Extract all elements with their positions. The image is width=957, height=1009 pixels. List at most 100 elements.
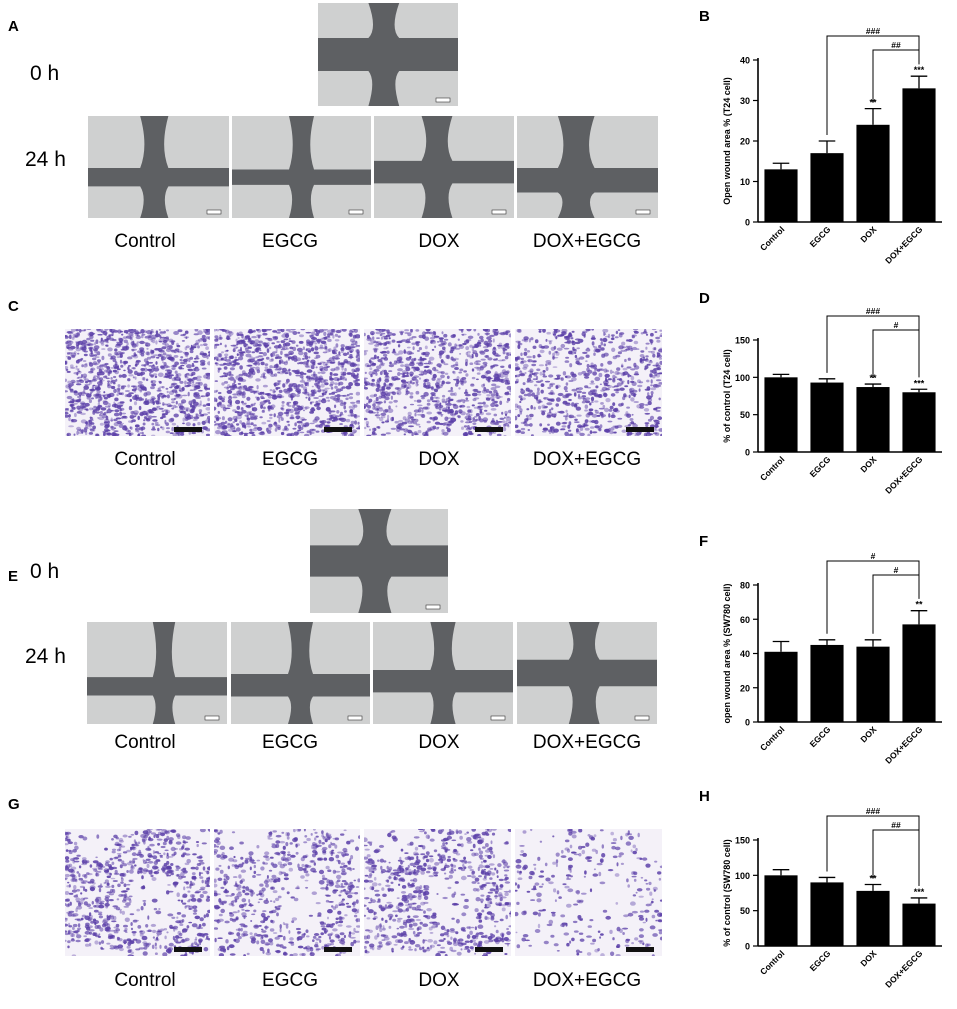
wound-image-doxegcg-a — [517, 116, 658, 218]
bar-dox-egcg — [902, 624, 935, 722]
bar-control — [764, 377, 797, 452]
condition-label-dox-g: DOX — [364, 970, 514, 992]
bar-dox — [856, 387, 889, 452]
condition-label-dox-a: DOX — [364, 231, 514, 253]
transwell-image-doxegcg-c — [515, 329, 662, 436]
significance-bracket — [873, 830, 919, 886]
bracket-label: ## — [891, 820, 901, 830]
y-tick-label: 10 — [740, 177, 750, 187]
time-label-0h-a: 0 h — [30, 62, 59, 86]
condition-label-doxegcg-e: DOX+EGCG — [512, 732, 662, 754]
panel-letter-e: E — [8, 568, 18, 585]
x-tick-label: EGCG — [808, 948, 833, 973]
condition-label-doxegcg-g: DOX+EGCG — [512, 970, 662, 992]
wound-image-control-e — [87, 622, 227, 724]
bracket-label: ### — [866, 806, 880, 816]
y-axis-label: % of control (T24 cell) — [722, 349, 732, 443]
bar-dox — [856, 125, 889, 222]
bracket-label: # — [871, 551, 876, 561]
x-tick-label: DOX — [858, 224, 878, 244]
time-label-0h-e: 0 h — [30, 560, 59, 584]
x-tick-label: DOX+EGCG — [883, 948, 925, 990]
significance-stars: *** — [914, 65, 925, 75]
bracket-label: # — [894, 320, 899, 330]
y-tick-label: 40 — [740, 649, 750, 659]
y-tick-label: 50 — [740, 906, 750, 916]
y-tick-label: 100 — [735, 871, 750, 881]
condition-label-egcg-a: EGCG — [215, 231, 365, 253]
panel-letter-a: A — [8, 18, 19, 35]
wound-image-egcg-e — [231, 622, 370, 724]
x-tick-label: Control — [758, 948, 786, 976]
wound-image-dox-a — [374, 116, 514, 218]
condition-label-doxegcg-a: DOX+EGCG — [512, 231, 662, 253]
transwell-image-control-c — [65, 329, 210, 436]
transwell-image-dox-g — [364, 829, 511, 956]
condition-label-egcg-c: EGCG — [215, 449, 365, 471]
x-tick-label: DOX+EGCG — [883, 724, 925, 766]
wound-image-control-a — [88, 116, 229, 218]
y-tick-label: 20 — [740, 683, 750, 693]
y-tick-label: 0 — [745, 218, 750, 228]
condition-label-egcg-g: EGCG — [215, 970, 365, 992]
y-tick-label: 40 — [740, 56, 750, 66]
x-tick-label: EGCG — [808, 224, 833, 249]
bar-dox-egcg — [902, 904, 935, 946]
y-tick-label: 30 — [740, 96, 750, 106]
y-tick-label: 0 — [745, 718, 750, 728]
y-tick-label: 80 — [740, 581, 750, 591]
bracket-label: # — [894, 565, 899, 575]
y-axis-label: % of control (SW780 cell) — [722, 839, 732, 947]
y-axis-label: Open wound area % (T24 cell) — [722, 77, 732, 205]
y-tick-label: 100 — [735, 373, 750, 383]
time-label-24h-e: 24 h — [25, 645, 66, 669]
y-axis-label: open wound area % (SW780 cell) — [722, 583, 732, 723]
bar-control — [764, 652, 797, 722]
x-tick-label: DOX — [858, 948, 878, 968]
significance-bracket — [873, 330, 919, 378]
bar-egcg — [810, 882, 843, 946]
bracket-label: ## — [891, 40, 901, 50]
bar-control — [764, 169, 797, 222]
x-tick-label: EGCG — [808, 454, 833, 479]
y-tick-label: 50 — [740, 410, 750, 420]
bar-egcg — [810, 153, 843, 222]
bar-egcg — [810, 645, 843, 722]
significance-stars: *** — [914, 887, 925, 897]
x-tick-label: DOX — [858, 454, 878, 474]
panel-letter-c: C — [8, 298, 19, 315]
x-tick-label: DOX+EGCG — [883, 454, 925, 496]
bar-egcg — [810, 383, 843, 452]
bar-dox — [856, 647, 889, 722]
wound-image-0h-e — [310, 509, 448, 613]
time-label-24h-a: 24 h — [25, 148, 66, 172]
bracket-label: ### — [866, 26, 880, 36]
condition-label-control-c: Control — [70, 449, 220, 471]
transwell-image-doxegcg-g — [515, 829, 662, 956]
y-tick-label: 60 — [740, 615, 750, 625]
transwell-image-egcg-g — [214, 829, 360, 956]
transwell-image-dox-c — [364, 329, 511, 436]
x-tick-label: Control — [758, 454, 786, 482]
panel-letter-g: G — [8, 796, 20, 813]
significance-stars: *** — [914, 378, 925, 388]
bar-chart-f: 0 20 40 60 80 open wound area % (SW780 cell) C… — [700, 545, 950, 780]
x-tick-label: DOX — [858, 724, 878, 744]
y-tick-label: 150 — [735, 336, 750, 346]
condition-label-doxegcg-c: DOX+EGCG — [512, 449, 662, 471]
condition-label-egcg-e: EGCG — [215, 732, 365, 754]
wound-image-egcg-a — [232, 116, 371, 218]
x-tick-label: EGCG — [808, 724, 833, 749]
bar-dox — [856, 891, 889, 946]
y-tick-label: 0 — [745, 942, 750, 952]
wound-image-dox-e — [373, 622, 513, 724]
x-tick-label: Control — [758, 724, 786, 752]
condition-label-control-e: Control — [70, 732, 220, 754]
x-tick-label: Control — [758, 224, 786, 252]
wound-image-0h-a — [318, 3, 458, 106]
wound-image-doxegcg-e — [517, 622, 657, 724]
x-tick-label: DOX+EGCG — [883, 224, 925, 266]
transwell-image-control-g — [65, 829, 210, 956]
